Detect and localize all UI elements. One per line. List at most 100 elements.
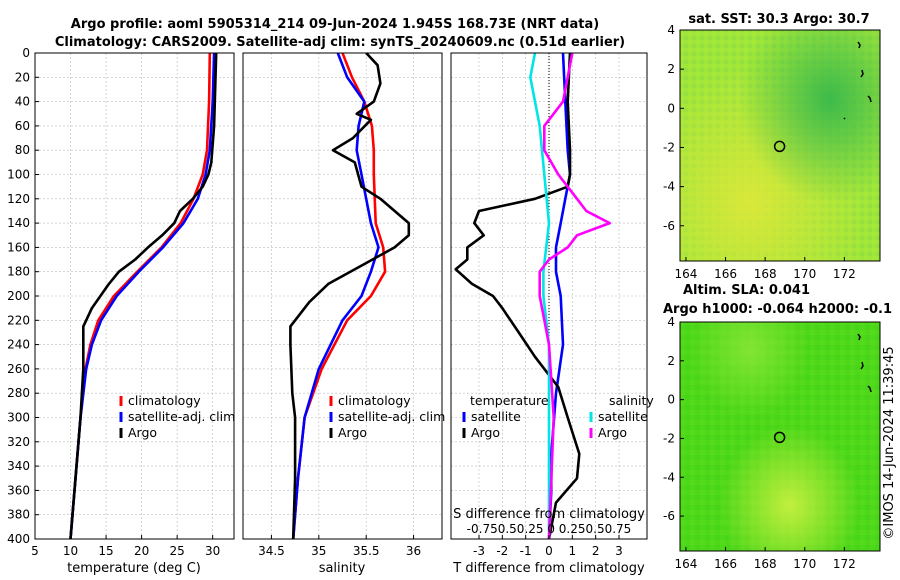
map-x-tick-label: 166 (714, 557, 737, 571)
x-tick-label: 34.5 (258, 544, 285, 558)
map-y-tick-label: -2 (663, 140, 675, 154)
x-tick-label: -3 (473, 544, 485, 558)
temperature-panel: 5 10 15 20 25 30 temperature (deg C) 0 20 40 60 80 1… (7, 46, 235, 576)
y-tick-label: 40 (15, 95, 30, 109)
title-line-2: Climatology: CARS2009. Satellite-adj cli… (55, 35, 625, 50)
sla-map-frame (679, 321, 881, 552)
y-tick-label: 60 (15, 119, 30, 133)
y-tick-label: 400 (7, 532, 30, 546)
x-tick-label: -1 (520, 544, 532, 558)
series-line-argo (69, 52, 218, 540)
legend-climatology-label: climatology (128, 393, 201, 408)
legend-satellite-label: satellite-adj. clim (128, 409, 235, 424)
y-tick-label: 120 (7, 192, 30, 206)
x-tick-label: 20 (134, 544, 149, 558)
s-diff-axis-label: S difference from climatology (453, 507, 645, 522)
map-y-tick-label: 4 (667, 315, 675, 329)
y-tick-label: 260 (7, 362, 30, 376)
x-tick-label: 15 (98, 544, 113, 558)
map-y-tick-label: 4 (667, 23, 675, 37)
y-tick-label: 220 (7, 313, 30, 327)
legend-argo-label: Argo (338, 425, 367, 440)
map-x-tick-label: 164 (674, 267, 697, 281)
map-x-tick-label: 168 (754, 267, 777, 281)
map-y-tick-label: 2 (667, 354, 675, 368)
y-tick-label: 380 (7, 508, 30, 522)
series-line-argo (289, 52, 411, 540)
x-tick-label: 36 (406, 544, 421, 558)
x-tick-label: 2 (592, 544, 600, 558)
y-tick-label: 200 (7, 289, 30, 303)
map-y-tick-label: -2 (663, 431, 675, 445)
sla-map: Altim. SLA: 0.041 Argo h1000: -0.064 h20… (663, 283, 892, 571)
copyright-stamp: ©IMOS 14-Jun-2024 11:39:45 (882, 346, 897, 539)
y-tick-label: 140 (7, 216, 30, 230)
map-y-tick-label: -4 (663, 180, 675, 194)
x-tick-label: 30 (205, 544, 220, 558)
x-tick-label: 35 (311, 544, 326, 558)
y-tick-label: 160 (7, 240, 30, 254)
legend-climatology-label: climatology (338, 393, 411, 408)
y-tick-label: 0 (22, 46, 30, 60)
x-tick-label: 35.5 (353, 544, 380, 558)
temperature-legend: climatology satellite-adj. clim Argo (119, 393, 235, 440)
s-diff-axis-ticks: -0.750.50.25 0 0.250.50.75 (467, 522, 632, 536)
sst-map: sat. SST: 30.3 Argo: 30.7 164 166 168 170 17… (663, 12, 881, 281)
sla-map-ticks: 164 166 168 170 172 4 2 0 -2 -4 -6 (663, 315, 856, 571)
y-tick-label: 320 (7, 435, 30, 449)
sla-land-outline (857, 333, 872, 393)
sst-map-title: sat. SST: 30.3 Argo: 30.7 (688, 12, 869, 27)
sst-map-frame (679, 29, 881, 262)
x-axis-label: T difference from climatology (452, 561, 645, 576)
x-tick-label: 25 (170, 544, 185, 558)
title-line-1: Argo profile: aoml 5905314_214 09-Jun-20… (71, 17, 599, 32)
y-tick-label: 340 (7, 459, 30, 473)
x-tick-label: 1 (569, 544, 577, 558)
y-tick-label: 180 (7, 265, 30, 279)
difference-legend: temperature satellite Argo salinity sate… (462, 393, 654, 440)
map-y-tick-label: 0 (667, 101, 675, 115)
x-axis-label: salinity (319, 561, 366, 576)
legend-argo-t-label: Argo (471, 425, 500, 440)
legend-sat-t-label: satellite (471, 409, 521, 424)
map-y-tick-label: -4 (663, 470, 675, 484)
sst-land-outline (843, 41, 872, 120)
map-x-tick-label: 172 (833, 557, 856, 571)
x-tick-label: 10 (63, 544, 78, 558)
map-x-tick-label: 172 (833, 267, 856, 281)
series-line-argo-s-diff (538, 52, 611, 540)
sla-map-title-2: Argo h1000: -0.064 h2000: -0.1 (663, 302, 892, 317)
x-axis-label: temperature (deg C) (67, 561, 201, 576)
difference-panel: -3 -2 -1 0 1 2 3 T difference from climatology (450, 52, 648, 576)
x-tick-label: 3 (615, 544, 623, 558)
y-tick-label: 20 (15, 70, 30, 84)
y-tick-label: 280 (7, 386, 30, 400)
map-x-tick-label: 170 (793, 557, 816, 571)
y-tick-label: 240 (7, 338, 30, 352)
sla-argo-position-marker (773, 431, 786, 444)
map-y-tick-label: -6 (663, 219, 675, 233)
x-tick-label: 5 (31, 544, 39, 558)
x-tick-label: -2 (496, 544, 508, 558)
salinity-legend: climatology satellite-adj. clim Argo (329, 393, 445, 440)
legend-satellite-label: satellite-adj. clim (338, 409, 445, 424)
map-x-tick-label: 164 (674, 557, 697, 571)
map-y-tick-label: 2 (667, 62, 675, 76)
y-tick-label: 300 (7, 411, 30, 425)
y-tick-label: 100 (7, 168, 30, 182)
sst-map-ticks: 164 166 168 170 172 4 2 0 -2 -4 -6 (663, 23, 856, 281)
y-tick-label: 360 (7, 483, 30, 497)
series-line-argo-t-diff (454, 52, 581, 540)
salinity-panel: 34.5 35 35.5 36 salinity (242, 52, 443, 576)
series-line-satellite-s-diff (529, 52, 551, 539)
y-tick-label: 80 (15, 143, 30, 157)
legend-temperature-title: temperature (470, 393, 549, 408)
map-x-tick-label: 166 (714, 267, 737, 281)
map-y-tick-label: -6 (663, 509, 675, 523)
legend-argo-label: Argo (128, 425, 157, 440)
plot-frame (242, 52, 443, 540)
map-y-tick-label: 0 (667, 393, 675, 407)
map-x-tick-label: 170 (793, 267, 816, 281)
x-tick-label: 0 (545, 544, 553, 558)
